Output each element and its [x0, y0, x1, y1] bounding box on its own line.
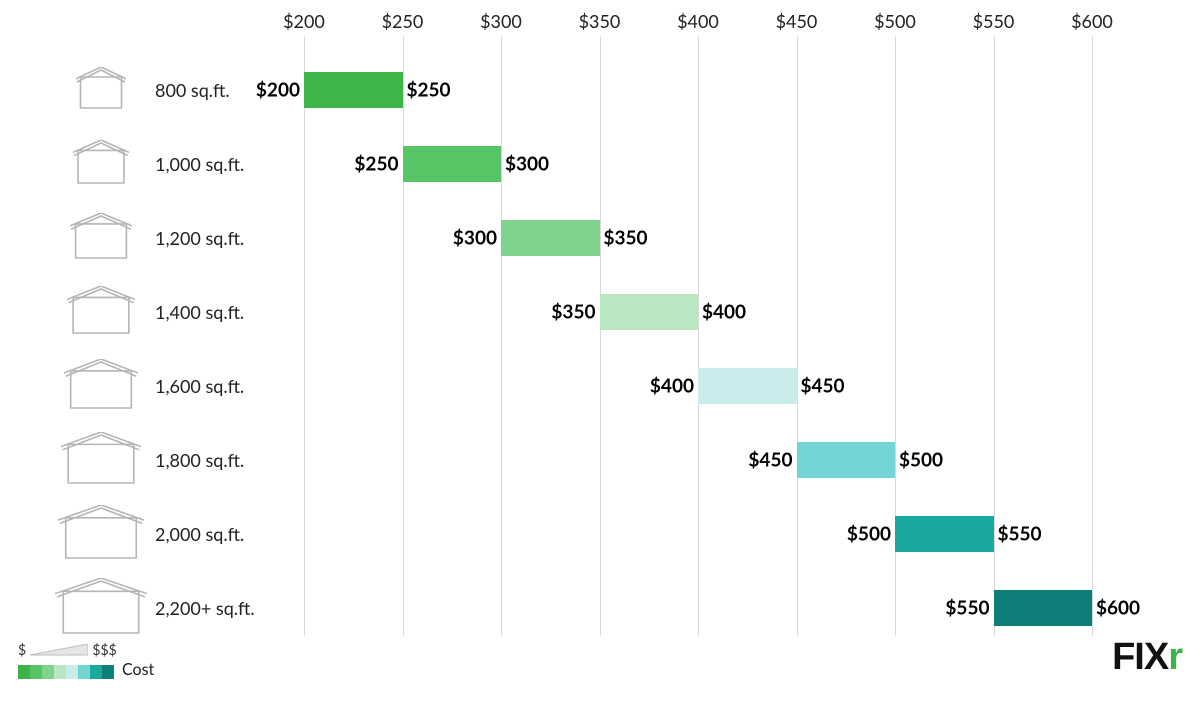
logo-fix-text: FIX: [1112, 636, 1168, 678]
legend-gradient-cell: [102, 665, 114, 679]
x-tick-label: $250: [382, 10, 424, 32]
legend-gradient-cell: [66, 665, 78, 679]
house-icon: [70, 213, 132, 263]
x-tick-label: $300: [480, 10, 522, 32]
house-icon: [64, 359, 138, 413]
legend-gradient-cell: [90, 665, 102, 679]
range-bar: [698, 368, 797, 404]
legend-gradient-cell: [78, 665, 90, 679]
bar-high-label: $450: [801, 375, 845, 398]
bar-high-label: $600: [1096, 597, 1140, 620]
fixr-logo: FIXr: [1112, 636, 1182, 679]
house-icon: [76, 67, 126, 113]
legend-cost-label: Cost: [122, 660, 154, 679]
house-icon: [67, 286, 135, 338]
legend-gradient-cell: [30, 665, 42, 679]
bar-low-label: $350: [551, 301, 595, 324]
chart-row: 1,400 sq.ft. $350 $400: [0, 294, 1200, 330]
bar-high-label: $300: [505, 153, 549, 176]
chart-row: 1,200 sq.ft. $300 $350: [0, 220, 1200, 256]
x-tick-label: $550: [973, 10, 1015, 32]
house-icon: [61, 432, 141, 488]
legend-gradient-cell: [18, 665, 30, 679]
legend-gradient: [18, 665, 114, 679]
x-axis: $200 $250 $300 $350 $400 $450 $500 $550 $600: [0, 0, 1200, 40]
bar-low-label: $200: [256, 79, 300, 102]
chart-row: 1,800 sq.ft. $450 $500: [0, 442, 1200, 478]
row-label: 1,800 sq.ft.: [155, 449, 295, 471]
x-tick-label: $450: [776, 10, 818, 32]
legend-scale-row: $ $$$: [18, 640, 154, 660]
legend-wedge-icon: [30, 641, 88, 660]
row-label: 1,000 sq.ft.: [155, 153, 295, 175]
bar-low-label: $250: [354, 153, 398, 176]
bar-high-label: $500: [899, 449, 943, 472]
row-label: 2,000 sq.ft.: [155, 523, 295, 545]
chart-row: 1,000 sq.ft. $250 $300: [0, 146, 1200, 182]
bar-high-label: $550: [998, 523, 1042, 546]
chart-row: 2,200+ sq.ft. $550 $600: [0, 590, 1200, 626]
house-icon: [58, 505, 144, 563]
legend-gradient-cell: [42, 665, 54, 679]
range-bar: [403, 146, 502, 182]
chart-row: 1,600 sq.ft. $400 $450: [0, 368, 1200, 404]
legend-gradient-cell: [54, 665, 66, 679]
legend-high-symbol: $$$: [92, 641, 116, 658]
bar-low-label: $450: [748, 449, 792, 472]
range-bar: [600, 294, 699, 330]
row-label: 1,200 sq.ft.: [155, 227, 295, 249]
bar-low-label: $300: [453, 227, 497, 250]
x-tick-label: $400: [677, 10, 719, 32]
legend-low-symbol: $: [18, 641, 26, 658]
range-bar: [797, 442, 896, 478]
bar-low-label: $500: [847, 523, 891, 546]
logo-r-text: r: [1168, 636, 1182, 678]
house-icon: [55, 578, 147, 638]
row-label: 1,400 sq.ft.: [155, 301, 295, 323]
row-label: 1,600 sq.ft.: [155, 375, 295, 397]
bar-high-label: $250: [407, 79, 451, 102]
chart-row: 800 sq.ft.$200$250: [0, 72, 1200, 108]
row-label: 2,200+ sq.ft.: [155, 597, 295, 619]
x-tick-label: $200: [283, 10, 325, 32]
bar-high-label: $400: [702, 301, 746, 324]
bar-low-label: $550: [945, 597, 989, 620]
range-bar: [895, 516, 994, 552]
range-bar: [501, 220, 600, 256]
bar-high-label: $350: [604, 227, 648, 250]
chart-row: 2,000 sq.ft. $500 $550: [0, 516, 1200, 552]
x-tick-label: $600: [1071, 10, 1113, 32]
cost-by-sqft-chart: $200$250$300$350$400$450$500$550$600 800…: [0, 0, 1200, 701]
range-bar: [304, 72, 403, 108]
house-icon: [73, 140, 129, 188]
x-tick-label: $500: [874, 10, 916, 32]
legend: $ $$$ Cost: [18, 640, 154, 679]
range-bar: [994, 590, 1093, 626]
bar-low-label: $400: [650, 375, 694, 398]
x-tick-label: $350: [579, 10, 621, 32]
